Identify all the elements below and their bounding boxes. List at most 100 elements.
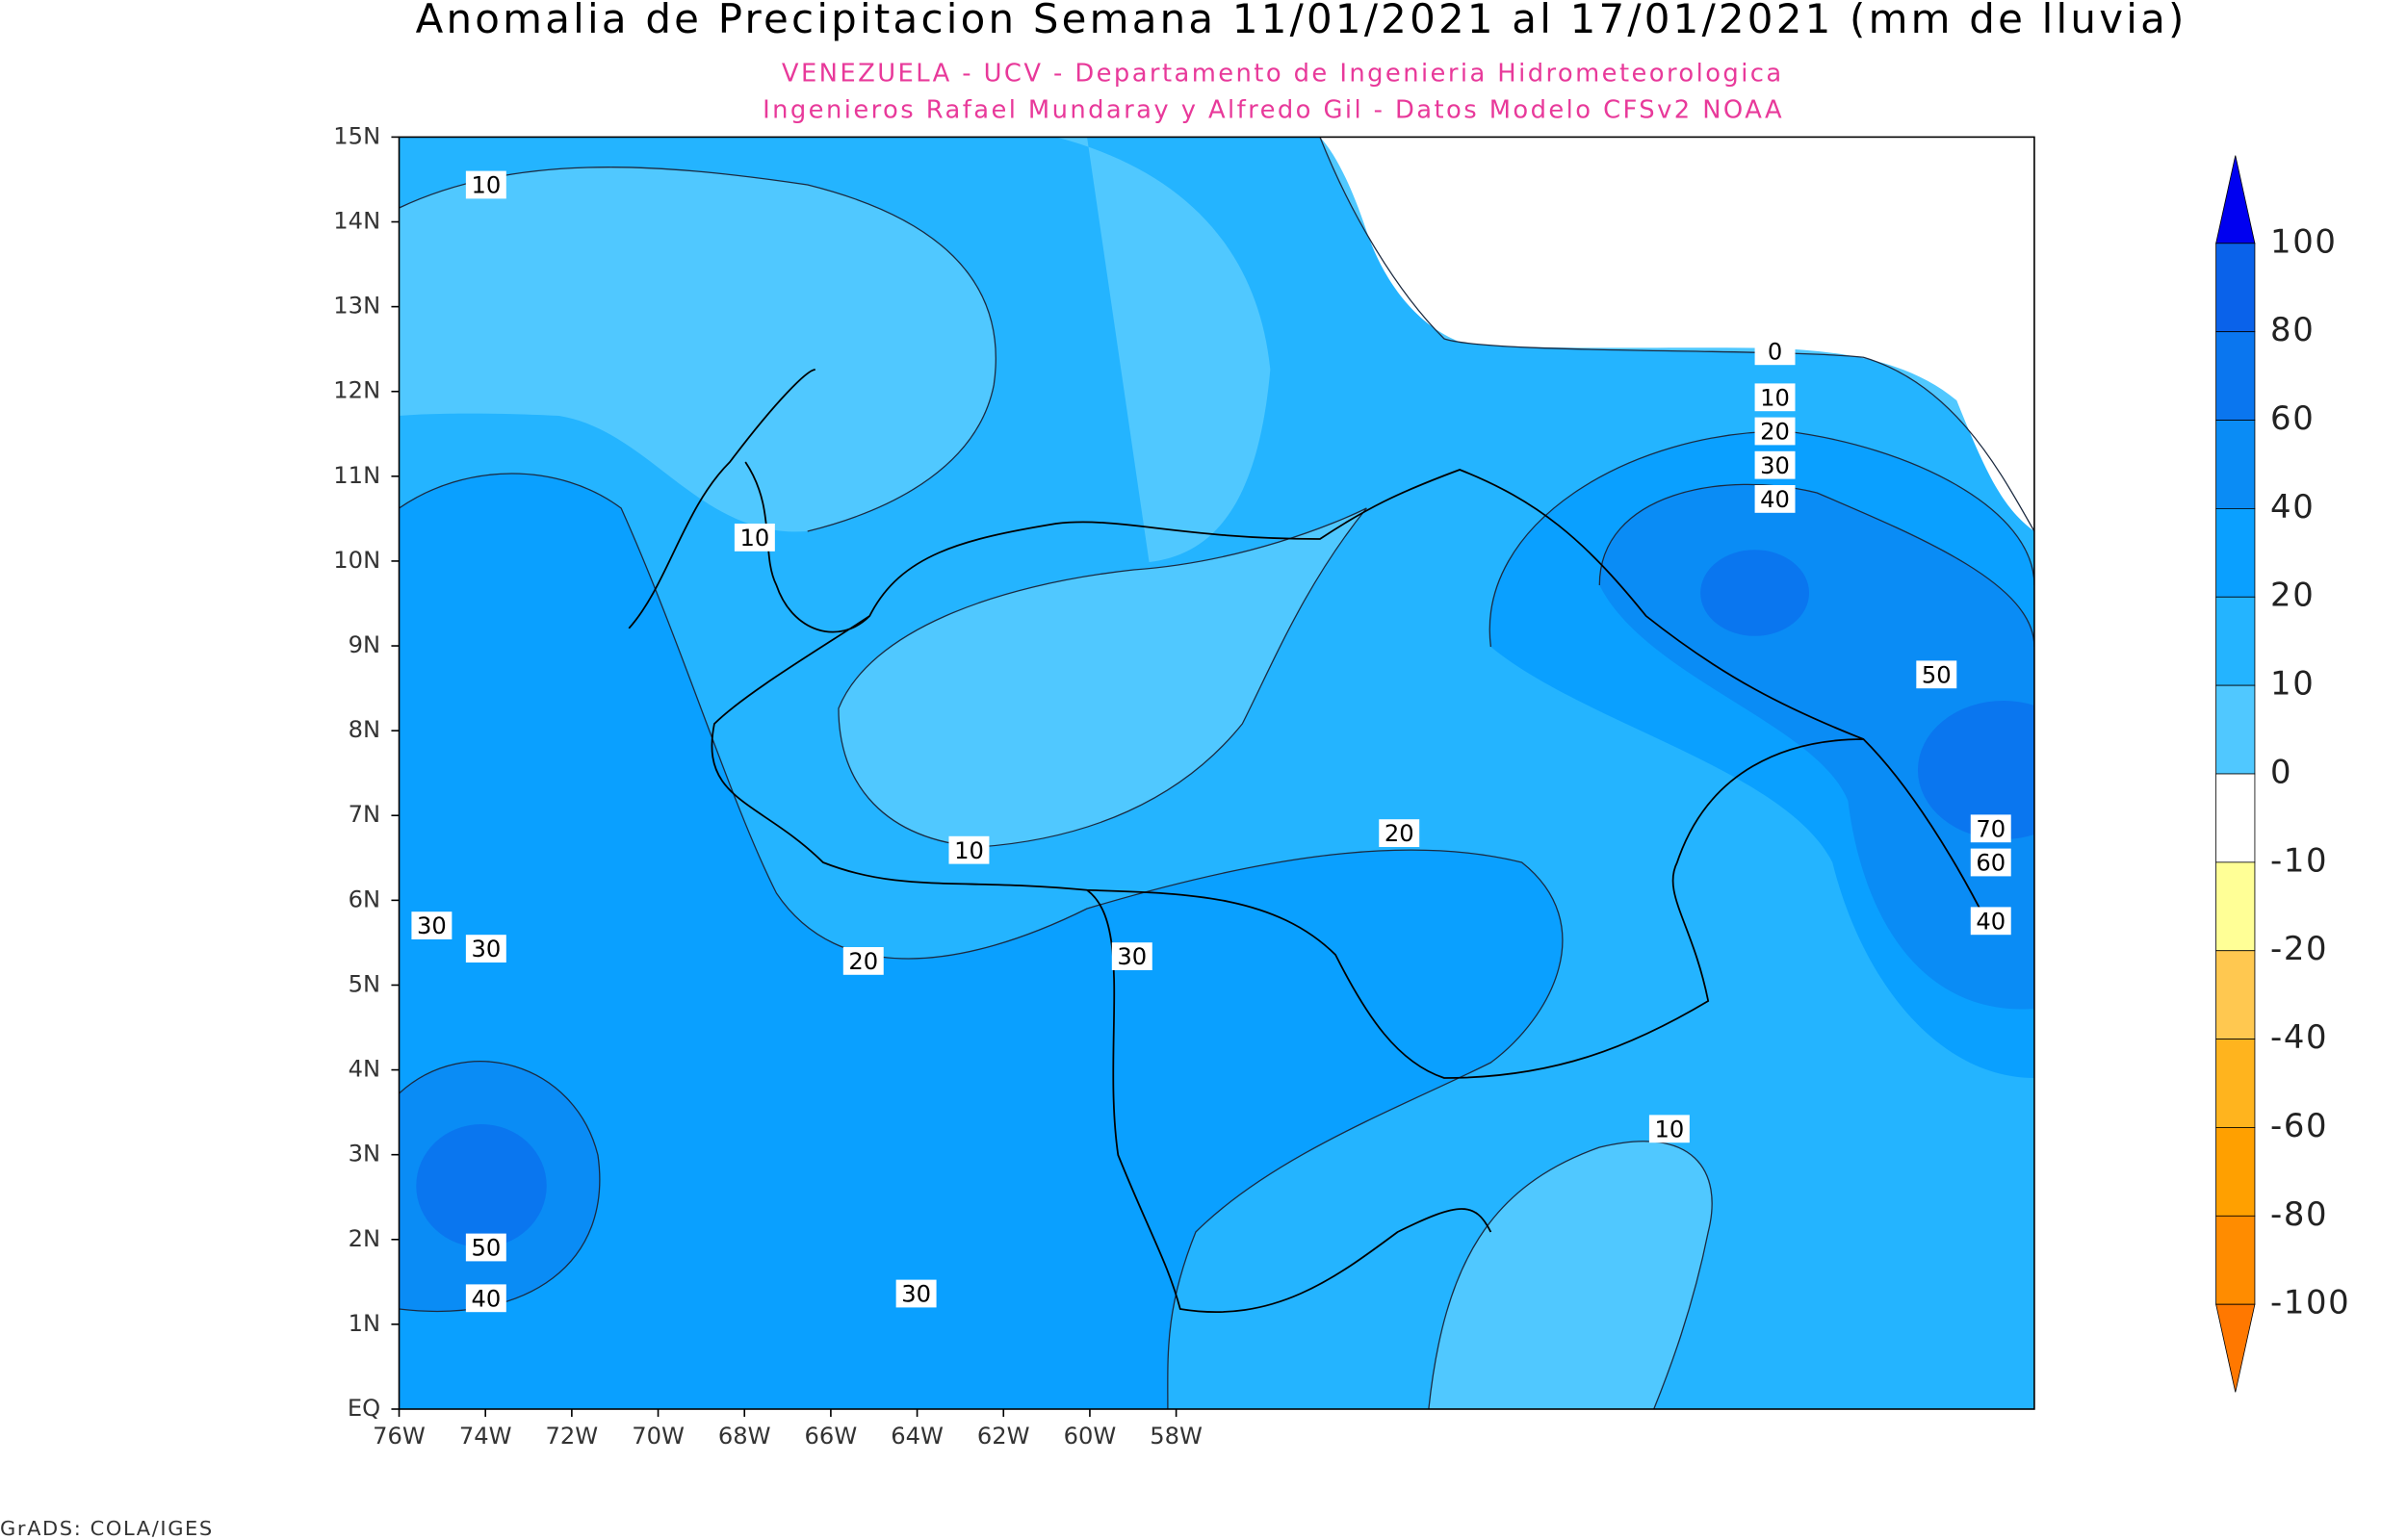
lon-label: 66W [805, 1423, 858, 1450]
coastline [628, 369, 1989, 1313]
contour-label-box [1754, 450, 1796, 479]
contour-label-box [734, 524, 775, 552]
contour-label: 10 [1654, 1116, 1684, 1142]
contour-label: 30 [417, 912, 447, 939]
contour-label: 10 [954, 837, 984, 864]
isoline [1319, 137, 2034, 532]
colorbar-label: 10 [2270, 665, 2315, 703]
lon-label: 60W [1064, 1423, 1117, 1450]
lon-label: 68W [718, 1423, 771, 1450]
colorbar-label: 0 [2270, 754, 2292, 791]
contour-label-box [1648, 1115, 1690, 1143]
lat-label: 15N [333, 122, 380, 149]
lat-label: EQ [348, 1395, 380, 1422]
isoline [399, 473, 1564, 1409]
contour-label-box [1754, 417, 1796, 446]
contour-label-box [948, 835, 990, 864]
contour-label-box [465, 1284, 506, 1313]
contour-label: 20 [1385, 820, 1414, 847]
contour-label-box [895, 1279, 937, 1308]
subtitle: VENEZUELA - UCV - Departamento de Ingeni… [782, 59, 1784, 88]
contour-label: 30 [1760, 452, 1790, 479]
contour-labels: 10 0 10 20 30 40 10 50 70 60 20 10 30 30 40 20 30 10 50 40 3… [411, 170, 2011, 1313]
contour-label-box [1970, 848, 2011, 877]
band-0-10 [1428, 1141, 1713, 1409]
lat-label: 7N [349, 801, 380, 828]
band-0-10 [1055, 137, 1271, 562]
contour-label: 10 [1760, 384, 1790, 411]
colorbar-swatch [2215, 950, 2256, 1040]
lat-label: 1N [349, 1310, 380, 1337]
title: Anomalia de Precipitacion Semana 11/01/2… [416, 0, 2187, 42]
colorbar-swatch [2215, 1215, 2256, 1305]
isoline [399, 167, 996, 532]
colorbar-label: 100 [2270, 222, 2337, 260]
contour-label: 40 [1760, 486, 1790, 513]
lat-label: 2N [349, 1225, 380, 1252]
band-0-10 [838, 508, 1367, 847]
lat-label: 14N [333, 208, 380, 235]
contour-label-box [1916, 660, 1957, 689]
contour-label: 0 [1768, 338, 1782, 365]
footer: GrADS: COLA/IGES [0, 1517, 214, 1540]
contour-label: 40 [471, 1285, 501, 1312]
contour-label-box [1970, 907, 2011, 936]
lat-label: 3N [349, 1141, 380, 1168]
contour-label: 10 [471, 172, 501, 199]
band-60-80 [1917, 701, 2034, 839]
map-fields [399, 137, 2034, 1409]
lat-label: 8N [349, 716, 380, 743]
colorbar-label: -40 [2270, 1018, 2328, 1056]
lon-label: 58W [1150, 1423, 1203, 1450]
contour-label-box [465, 170, 506, 199]
colorbar-label: -80 [2270, 1195, 2328, 1233]
colorbar-label: -60 [2270, 1107, 2328, 1144]
contour-label: 50 [1922, 661, 1952, 688]
lat-label: 6N [349, 886, 380, 912]
isoline [1428, 1141, 1713, 1409]
contour-label-box [1754, 337, 1796, 366]
contour-label: 40 [1976, 908, 2006, 935]
colorbar-swatch [2215, 1039, 2256, 1128]
contour-label-box [1379, 819, 1420, 847]
contour-label: 30 [1117, 943, 1147, 970]
contour-label: 20 [1760, 419, 1790, 446]
lat-label: 11N [333, 462, 380, 489]
lat-label: 9N [349, 631, 380, 658]
contour-label-box [411, 911, 453, 939]
colorbar-label: -20 [2270, 930, 2328, 967]
lat-label: 10N [333, 547, 380, 574]
subtitle: Ingenieros Rafael Mundaray y Alfredo Gil… [763, 96, 1784, 125]
axis-labels: 15N 14N 13N 12N 11N 10N 9N 8N 7N 6N 5N 4N 3N 2N 1N EQ76… [333, 122, 1203, 1449]
lat-label: 12N [333, 377, 380, 404]
band-0-10 [399, 167, 996, 532]
colorbar-label: 60 [2270, 399, 2315, 437]
colorbar-swatch [2215, 773, 2256, 863]
band-40-60 [1599, 484, 2034, 1010]
colorbar-label: 80 [2270, 311, 2315, 348]
colorbar-label: 20 [2270, 577, 2315, 614]
contour-label: 20 [848, 948, 878, 975]
lon-label: 64W [891, 1423, 944, 1450]
colorbar-label: -10 [2270, 841, 2328, 879]
contour-label: 50 [471, 1235, 501, 1262]
band-60-80 [416, 1124, 547, 1247]
map-frame [398, 136, 2035, 1410]
colorbar-swatch [2215, 684, 2256, 775]
colorbar-triangle [2215, 155, 2256, 244]
contour-label-box [1754, 383, 1796, 412]
contour-label-box [465, 1233, 506, 1262]
contour-label: 30 [901, 1281, 931, 1308]
colorbar-swatch [2215, 861, 2256, 952]
colorbar-swatch [2215, 331, 2256, 421]
band-minus10-0 [1319, 137, 2034, 531]
lon-label: 62W [977, 1423, 1030, 1450]
contour-label-box [1754, 485, 1796, 513]
lat-label: 4N [349, 1056, 380, 1083]
contour-label-box [842, 947, 884, 975]
lon-label: 74W [459, 1423, 512, 1450]
colorbar-label: -100 [2270, 1284, 2350, 1322]
colorbar-swatch [2215, 420, 2256, 509]
lon-label: 70W [632, 1423, 685, 1450]
